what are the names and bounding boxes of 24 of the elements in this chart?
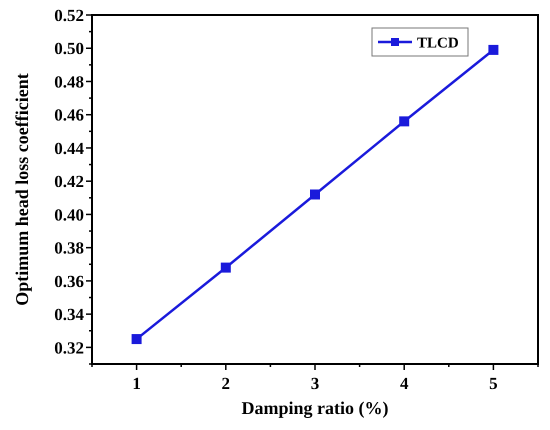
- y-tick-label: 0.42: [54, 172, 84, 192]
- legend-label: TLCD: [417, 35, 459, 52]
- y-tick-label: 0.48: [54, 72, 84, 92]
- y-tick-label: 0.46: [54, 106, 84, 125]
- y-tick-label: 0.50: [54, 39, 84, 58]
- y-tick-label: 0.44: [54, 138, 84, 158]
- x-tick-label: 1: [132, 374, 141, 393]
- y-axis-title: Optimum head loss coefficient: [12, 73, 32, 306]
- y-tick-label: 0.36: [54, 272, 84, 291]
- y-tick-label: 0.40: [54, 205, 84, 224]
- point: [399, 116, 410, 126]
- point: [310, 189, 320, 200]
- y-tick-label: 0.34: [54, 305, 84, 324]
- y-tick-label: 0.52: [54, 6, 84, 25]
- point: [488, 44, 498, 55]
- x-tick-label: 2: [222, 374, 230, 393]
- x-tick-label: 4: [400, 374, 409, 393]
- x-tick-label: 3: [310, 374, 320, 393]
- x-axis-title: Damping ratio (%): [242, 398, 388, 418]
- point: [220, 262, 231, 273]
- y-tick-label: 0.38: [54, 238, 84, 258]
- point: [132, 334, 142, 344]
- y-tick-label: 0.32: [54, 338, 84, 358]
- x-tick-label: 5: [489, 374, 498, 393]
